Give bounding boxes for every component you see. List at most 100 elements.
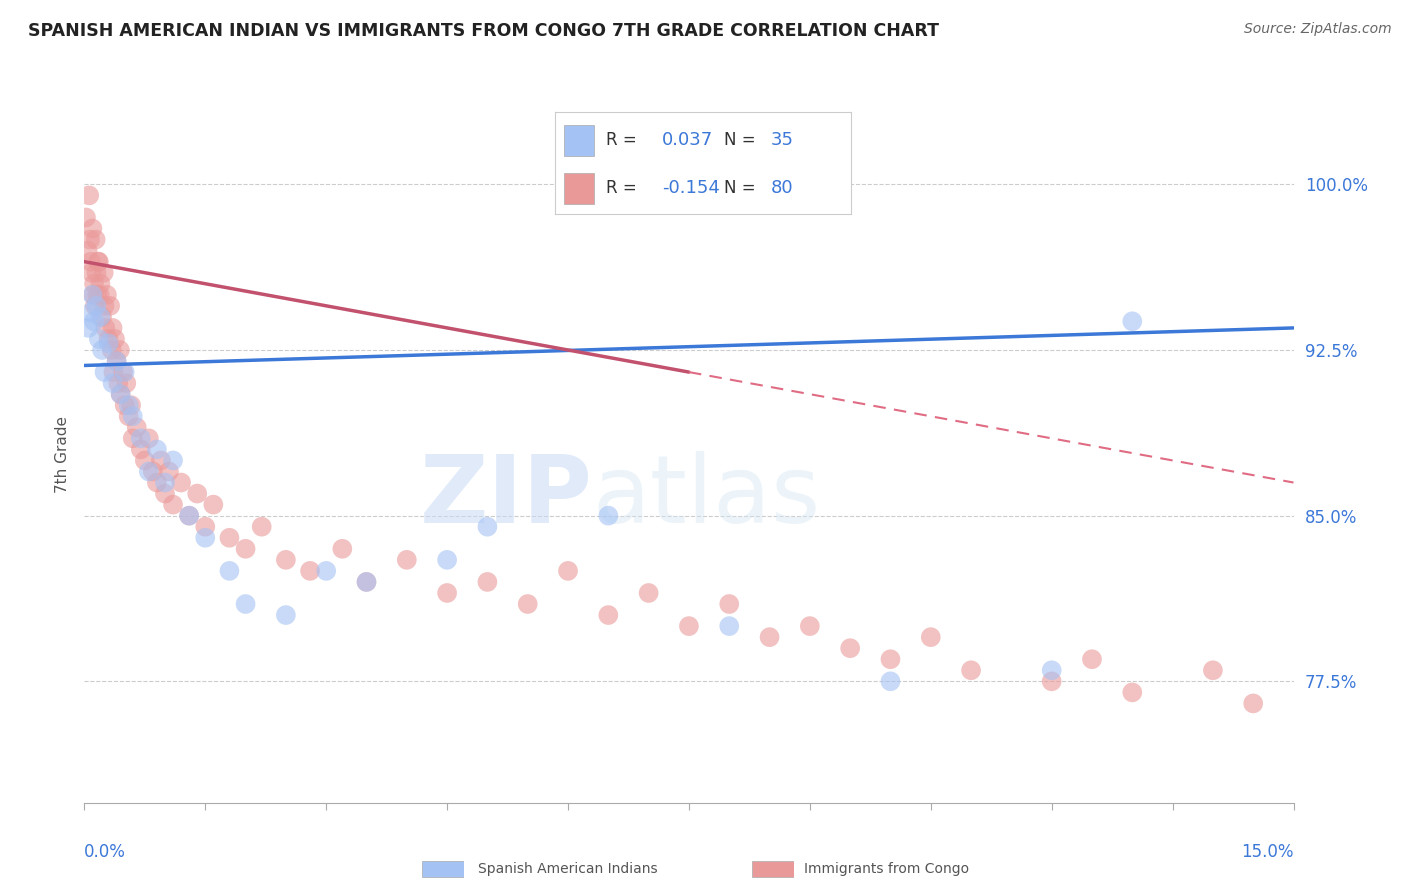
Point (121, 431, 143, 445)
Point (98, 299, 121, 313)
Point (138, 465, 160, 479)
Point (235, 541, 257, 556)
Text: 35: 35 (770, 131, 794, 149)
Text: 80: 80 (770, 179, 793, 197)
Point (678, 619, 700, 633)
Point (93, 266, 115, 280)
Point (104, 332, 127, 346)
Point (146, 475, 169, 490)
Point (121, 409, 143, 424)
Point (125, 420, 148, 434)
Point (101, 321, 124, 335)
Point (194, 519, 217, 533)
Text: N =: N = (724, 179, 761, 197)
Point (83, 314, 105, 328)
FancyBboxPatch shape (564, 125, 593, 155)
Point (162, 498, 184, 512)
Text: R =: R = (606, 131, 641, 149)
Point (79, 233, 101, 247)
Text: ZIP: ZIP (419, 450, 592, 542)
Point (299, 564, 322, 578)
Point (162, 453, 184, 467)
Point (80, 305, 103, 319)
Point (96, 287, 118, 301)
Text: 0.0%: 0.0% (84, 843, 127, 861)
Point (598, 508, 620, 523)
Text: 15.0%: 15.0% (1241, 843, 1294, 861)
Point (799, 619, 821, 633)
Point (235, 597, 257, 611)
Point (100, 343, 122, 357)
Point (80, 266, 103, 280)
Point (97, 332, 120, 346)
Point (103, 365, 125, 379)
Point (112, 365, 135, 379)
Point (149, 453, 172, 467)
Point (153, 475, 176, 490)
Point (82, 221, 104, 235)
Point (218, 564, 240, 578)
Point (718, 597, 741, 611)
Point (202, 498, 225, 512)
Text: R =: R = (606, 179, 641, 197)
Point (557, 564, 579, 578)
Text: SPANISH AMERICAN INDIAN VS IMMIGRANTS FROM CONGO 7TH GRADE CORRELATION CHART: SPANISH AMERICAN INDIAN VS IMMIGRANTS FR… (28, 22, 939, 40)
Point (356, 574, 378, 589)
Point (1202, 663, 1225, 677)
Point (129, 442, 152, 457)
Text: Source: ZipAtlas.com: Source: ZipAtlas.com (1244, 22, 1392, 37)
Text: -0.154: -0.154 (662, 179, 720, 197)
Bar (752, 861, 794, 877)
Point (114, 365, 136, 379)
Bar (422, 861, 464, 877)
Point (83, 277, 105, 291)
Point (477, 574, 499, 589)
Point (758, 630, 780, 644)
Point (153, 486, 176, 500)
Point (138, 431, 160, 445)
Point (120, 398, 142, 412)
Point (94, 321, 117, 335)
Point (436, 553, 458, 567)
Point (598, 608, 620, 623)
Point (179, 508, 201, 523)
Point (330, 541, 353, 556)
Text: 0.037: 0.037 (662, 131, 713, 149)
Point (274, 608, 297, 623)
Point (105, 354, 128, 368)
Point (77, 321, 100, 335)
Point (879, 652, 901, 666)
Point (118, 398, 141, 412)
Point (75, 211, 97, 225)
Point (179, 508, 201, 523)
Point (97, 336, 120, 351)
Point (93, 365, 115, 379)
Point (516, 597, 538, 611)
Point (80, 254, 103, 268)
Point (83, 299, 105, 313)
Point (87, 254, 110, 268)
Point (110, 387, 132, 401)
FancyBboxPatch shape (564, 173, 593, 204)
Point (91, 343, 114, 357)
Point (86, 266, 108, 280)
Point (82, 287, 104, 301)
Point (186, 486, 208, 500)
Point (718, 619, 741, 633)
Point (839, 641, 862, 656)
Point (115, 376, 138, 391)
Point (86, 287, 108, 301)
Point (89, 287, 111, 301)
Point (118, 409, 141, 424)
Point (114, 398, 136, 412)
Point (315, 564, 337, 578)
Point (960, 663, 983, 677)
Point (157, 465, 180, 479)
Point (91, 310, 114, 324)
Point (194, 531, 217, 545)
Point (89, 310, 111, 324)
Point (110, 387, 132, 401)
Point (87, 254, 110, 268)
Point (86, 299, 108, 313)
Point (637, 586, 659, 600)
